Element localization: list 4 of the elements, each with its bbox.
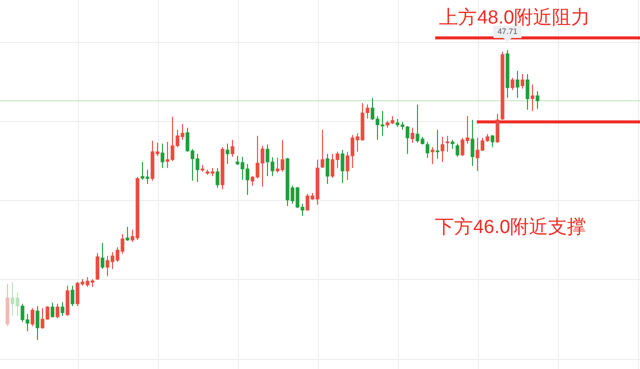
- annotation: 47.71: [497, 27, 518, 36]
- ref-line-label: 下方46.0附近支撑: [435, 216, 586, 238]
- ref-line-label: 上方48.0附近阻力: [439, 6, 590, 29]
- candlestick: [126, 226, 130, 242]
